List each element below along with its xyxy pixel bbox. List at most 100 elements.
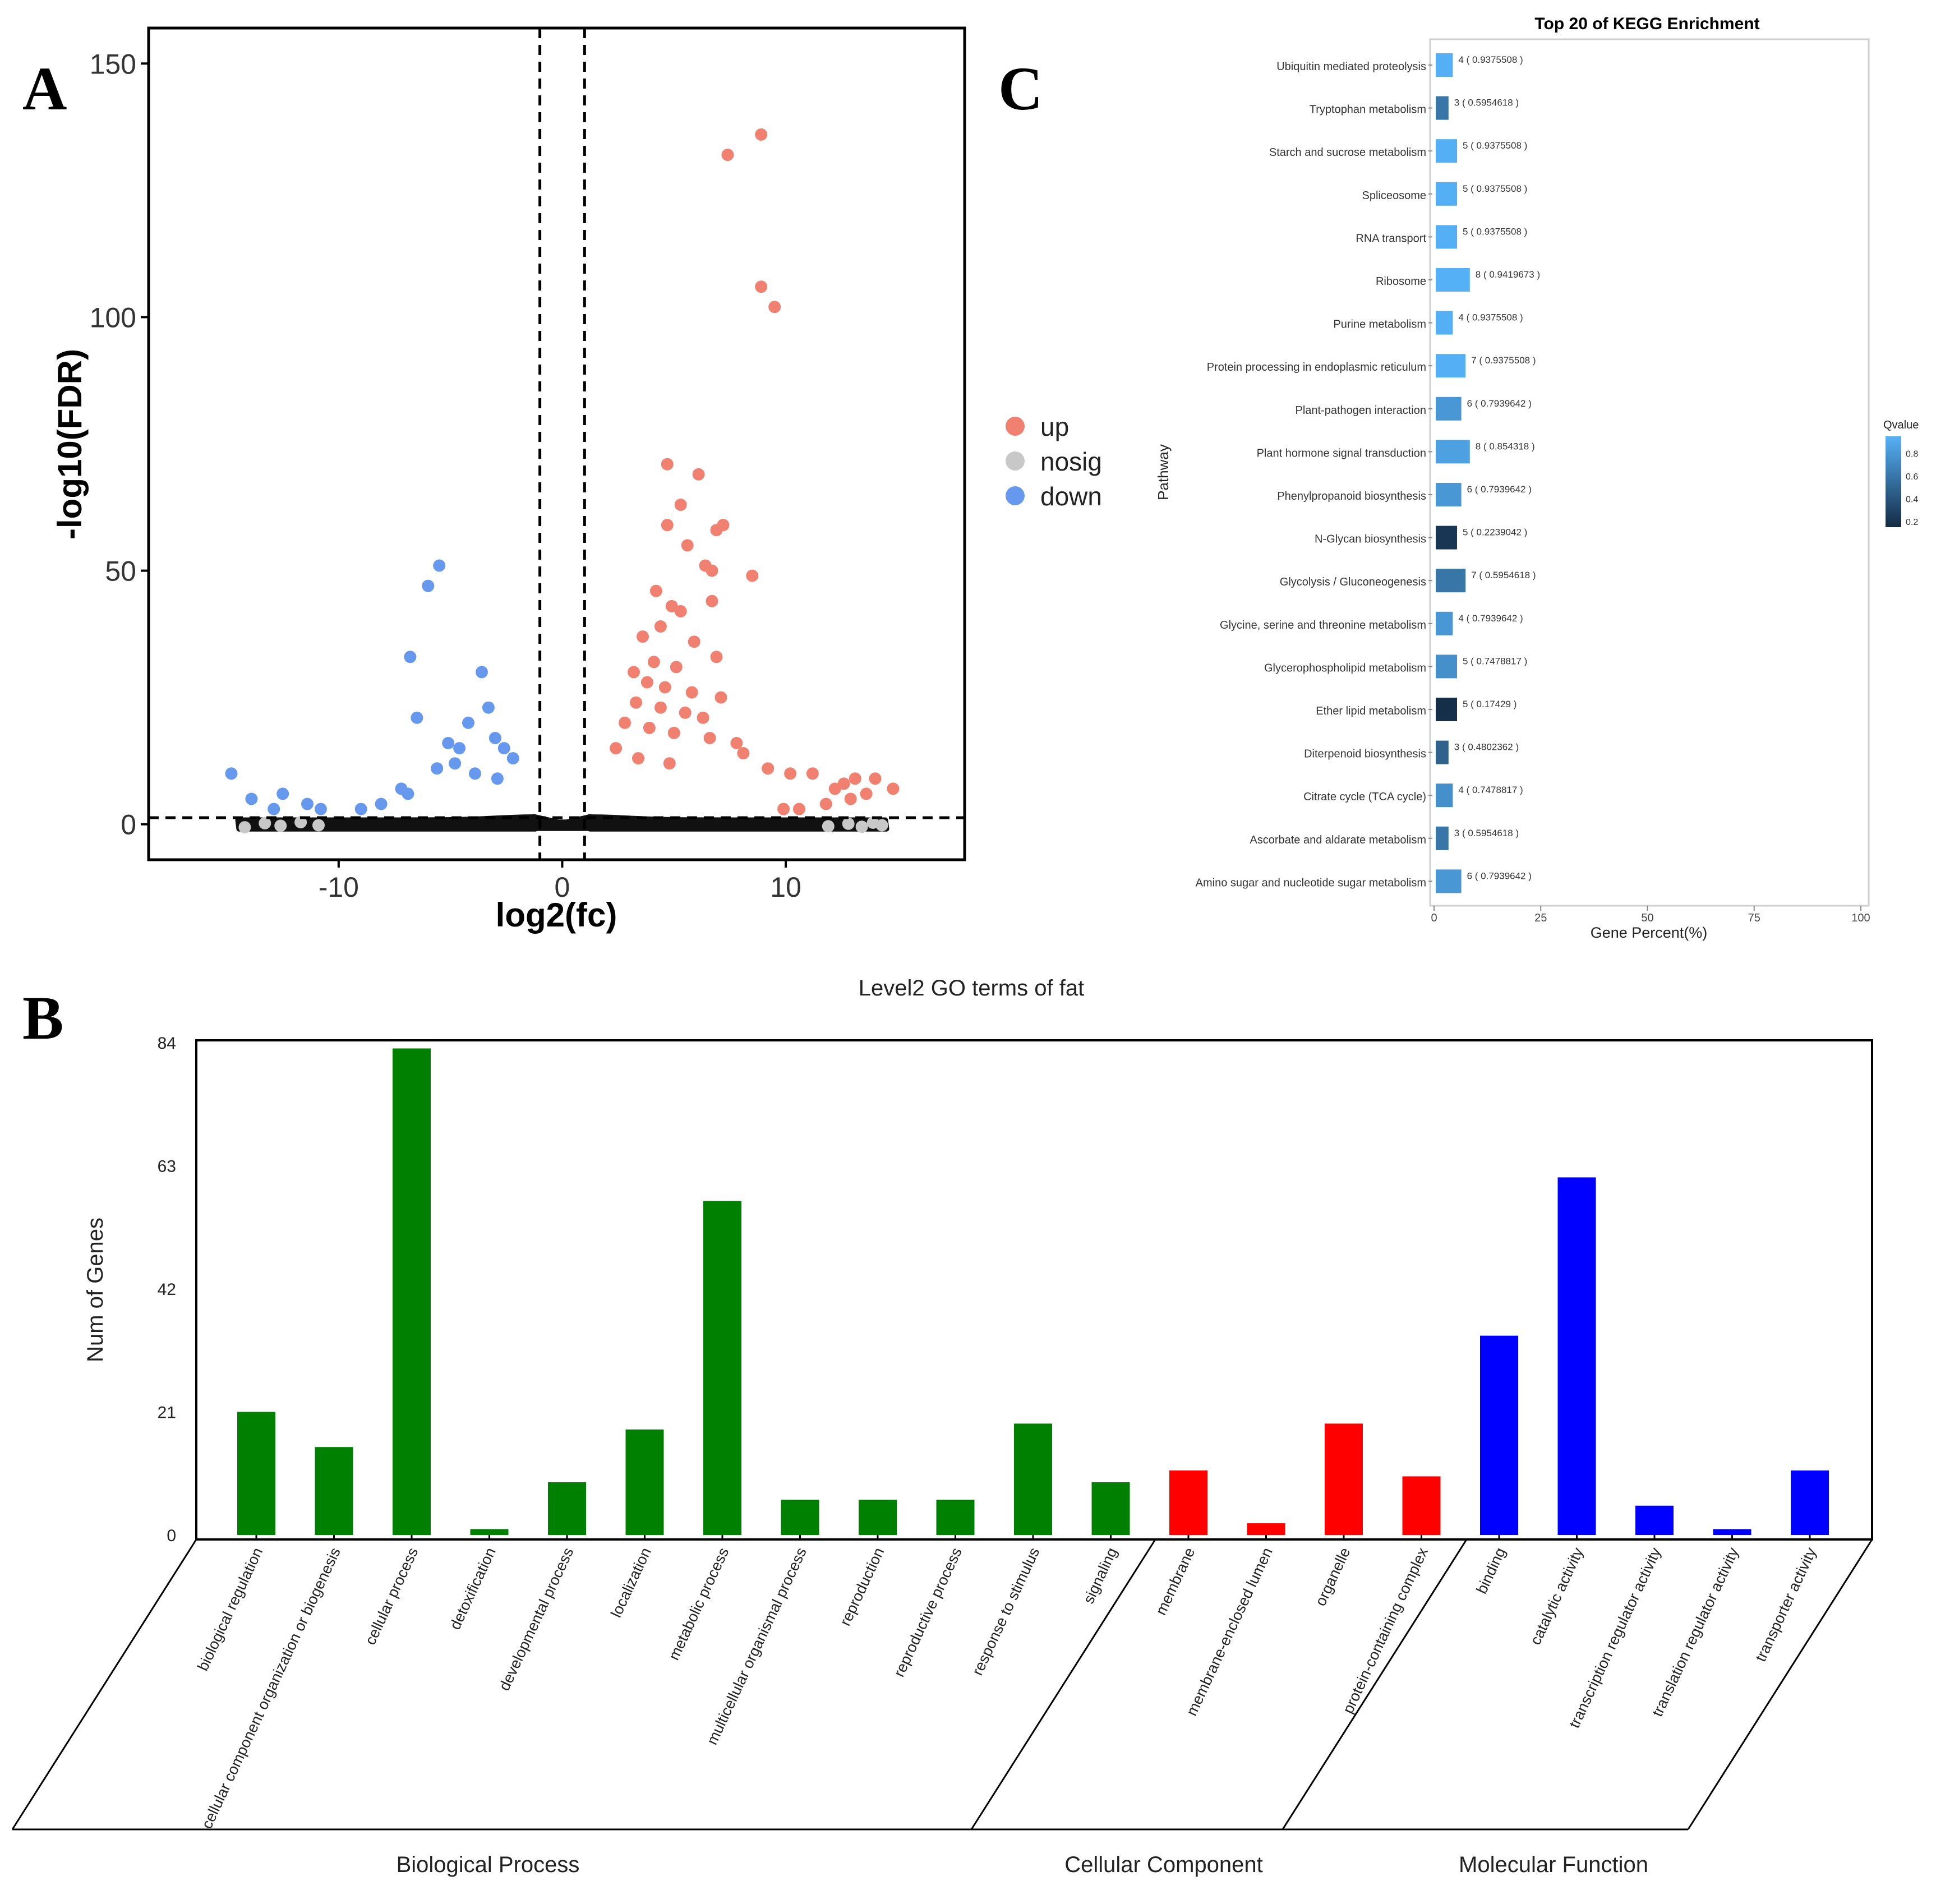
point-nosig <box>294 816 307 829</box>
go-category-label: biological regulation <box>194 1545 266 1674</box>
y-tick-label: 0 <box>121 809 136 841</box>
go-bar <box>781 1500 819 1535</box>
kegg-bar-label: 8 ( 0.9419673 ) <box>1476 269 1540 280</box>
point-up <box>710 524 723 537</box>
point-down <box>354 803 367 815</box>
point-up <box>860 787 873 800</box>
kegg-bar <box>1436 268 1470 292</box>
point-up <box>703 732 716 744</box>
kegg-pathway-label: Tryptophan metabolism <box>1310 104 1426 116</box>
point-nosig <box>259 817 271 829</box>
go-y-tick-label: 63 <box>158 1158 176 1176</box>
point-up <box>661 519 674 532</box>
point-up <box>869 772 882 785</box>
go-bar <box>1169 1470 1207 1535</box>
kegg-bar <box>1436 569 1466 593</box>
kegg-pathway-label: Glycine, serine and threonine metabolism <box>1220 619 1426 631</box>
point-down <box>449 757 462 770</box>
point-down <box>442 737 455 749</box>
kegg-bar-label: 4 ( 0.9375508 ) <box>1458 54 1523 65</box>
kegg-bar <box>1436 869 1462 893</box>
point-up <box>849 772 861 785</box>
kegg-pathway-label: Glycerophospholipid metabolism <box>1264 662 1426 674</box>
point-up <box>887 782 900 795</box>
panel-label-a: A <box>22 54 67 123</box>
kegg-x-tick-label: 0 <box>1431 912 1437 924</box>
x-tick-label: -10 <box>319 872 359 903</box>
point-down <box>431 762 444 775</box>
kegg-plot-area <box>1429 38 1870 907</box>
kegg-bar-label: 5 ( 0.2239042 ) <box>1463 527 1527 538</box>
kegg-bar <box>1436 139 1457 163</box>
point-up <box>630 696 642 709</box>
kegg-bar <box>1436 483 1462 506</box>
point-down <box>476 666 488 679</box>
point-up <box>755 128 768 141</box>
point-down <box>497 742 510 755</box>
go-category-label: translation regulator activity <box>1649 1545 1742 1719</box>
point-up <box>777 803 790 815</box>
go-category-label: signaling <box>1080 1545 1121 1606</box>
point-up <box>681 539 694 552</box>
go-category-label: organelle <box>1312 1545 1353 1608</box>
legend-label-nosig: nosig <box>1040 447 1102 476</box>
x-tick-label: 0 <box>555 872 570 903</box>
go-bar <box>548 1482 586 1535</box>
kegg-pathway-label: Spliceosome <box>1362 190 1426 202</box>
point-up <box>819 797 832 810</box>
go-y-tick-label: 84 <box>158 1034 176 1053</box>
point-up <box>661 458 674 471</box>
kegg-pathway-label: Ether lipid metabolism <box>1316 705 1426 717</box>
point-nosig <box>238 821 251 834</box>
go-category-label: catalytic activity <box>1527 1545 1587 1647</box>
point-nosig <box>312 819 325 832</box>
kegg-bar-label: 6 ( 0.7939642 ) <box>1467 398 1532 409</box>
point-nosig <box>855 820 868 833</box>
kegg-bar-label: 5 ( 0.17429 ) <box>1463 699 1516 709</box>
point-down <box>491 772 504 785</box>
kegg-bar-label: 3 ( 0.4802362 ) <box>1454 742 1519 753</box>
kegg-bar-label: 7 ( 0.5954618 ) <box>1471 570 1536 580</box>
go-category-label: detoxification <box>446 1545 499 1633</box>
point-up <box>837 777 850 790</box>
go-category-label: membrane <box>1153 1545 1199 1618</box>
go-category-label: cellular component organization or bioge… <box>199 1545 344 1832</box>
go-bar <box>936 1500 975 1535</box>
go-bar <box>1635 1505 1674 1535</box>
kegg-bar-label: 4 ( 0.7939642 ) <box>1458 613 1523 624</box>
go-category-label: cellular process <box>362 1545 421 1648</box>
qvalue-colorbar <box>1886 436 1901 527</box>
y-tick-label: 100 <box>90 302 136 333</box>
go-bars <box>237 1048 1829 1539</box>
kegg-bar <box>1436 698 1457 721</box>
go-y-tick-label: 21 <box>158 1404 176 1422</box>
kegg-bars: Ubiquitin mediated proteolysis 4 ( 0.9375… <box>1196 53 1540 893</box>
go-y-tick-label: 42 <box>158 1280 176 1299</box>
kegg-bar <box>1436 225 1457 249</box>
kegg-x-tick-label: 75 <box>1748 912 1760 924</box>
point-up <box>730 737 743 749</box>
point-up <box>692 468 705 481</box>
kegg-pathway-label: N-Glycan biosynthesis <box>1315 533 1426 546</box>
point-down <box>268 803 280 815</box>
volcano-plot-area <box>147 26 966 861</box>
kegg-bar-label: 5 ( 0.9375508 ) <box>1463 183 1527 194</box>
kegg-bar <box>1436 826 1449 850</box>
point-down <box>469 767 481 780</box>
go-group-label: Molecular Function <box>1459 1852 1648 1877</box>
go-bar <box>703 1201 741 1535</box>
point-up <box>844 792 857 805</box>
point-down <box>482 701 495 714</box>
go-category-label: response to stimulus <box>969 1545 1043 1678</box>
point-up <box>670 661 683 674</box>
point-down <box>375 797 388 810</box>
kegg-bar <box>1436 311 1453 335</box>
point-up <box>768 301 781 314</box>
point-up <box>784 767 797 780</box>
point-up <box>706 564 718 577</box>
kegg-bar-label: 6 ( 0.7939642 ) <box>1467 484 1532 495</box>
go-bar <box>315 1447 353 1535</box>
go-bar <box>859 1500 897 1535</box>
